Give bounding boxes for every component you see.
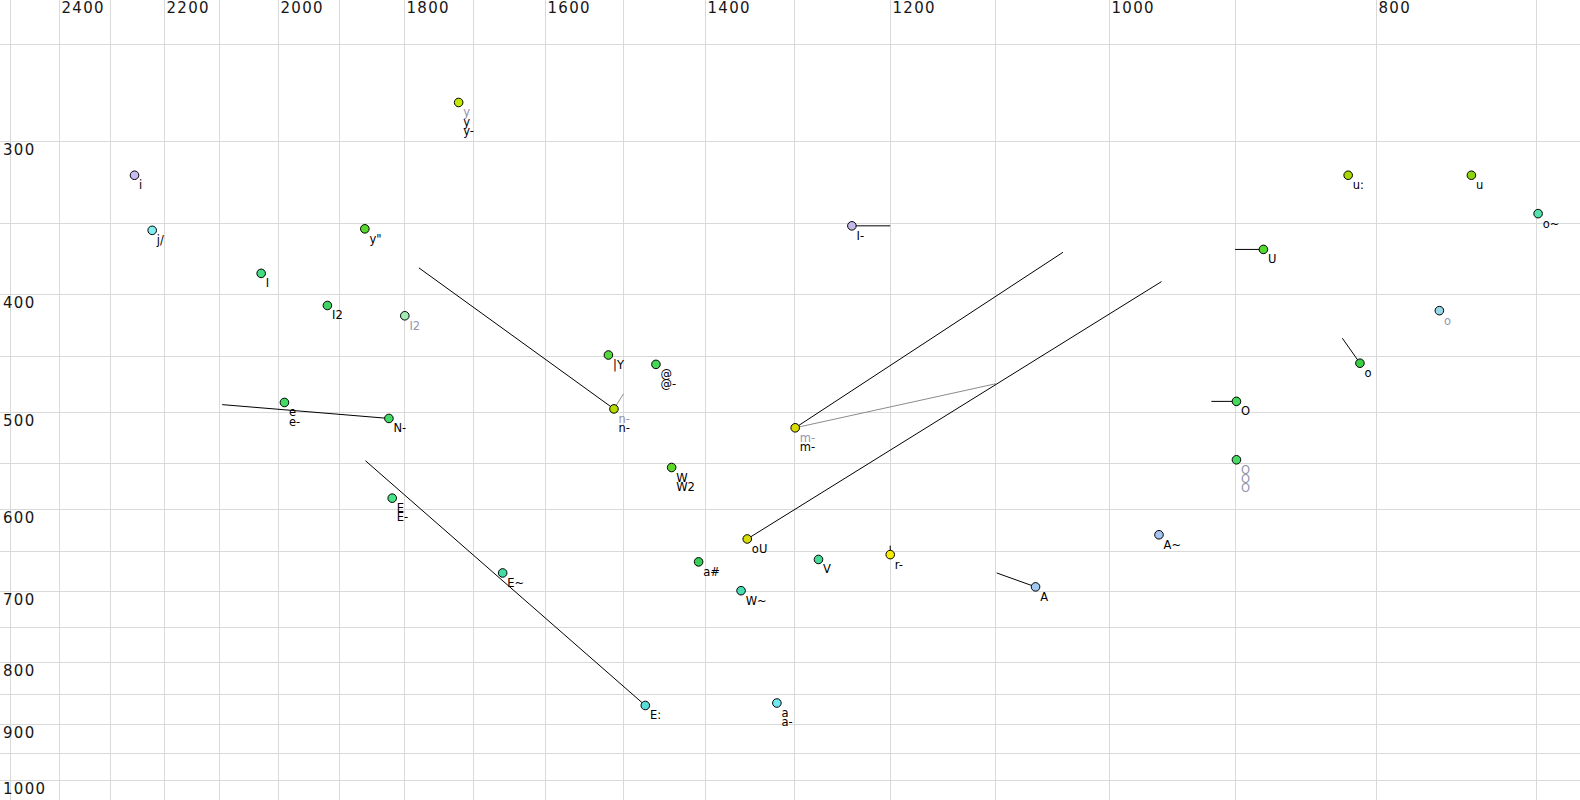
- point-labels: yyy-ij/y"II2I2I-ee-N-|Y@@-n-n-EE-E~E:WW2…: [139, 105, 1559, 729]
- data-point-r-[interactable]: [886, 550, 895, 559]
- point-label: |Y: [613, 358, 625, 372]
- point-label: e-: [289, 415, 300, 429]
- point-label: u: [1476, 178, 1483, 192]
- point-label: n-: [619, 421, 630, 435]
- point-label: r-: [895, 558, 903, 572]
- data-points: [130, 98, 1542, 710]
- data-point-oU[interactable]: [743, 535, 752, 544]
- y-axis-tick-label: 400: [3, 294, 36, 312]
- point-label: N-: [394, 421, 407, 435]
- point-label: V: [823, 562, 831, 576]
- data-point-O[interactable]: [1232, 397, 1241, 406]
- trace-line: [795, 252, 1063, 428]
- x-axis-tick-label: 2200: [167, 0, 210, 17]
- point-label: o: [1365, 366, 1372, 380]
- data-point-E~[interactable]: [498, 569, 507, 578]
- x-axis-tick-label: 800: [1379, 0, 1412, 17]
- point-label: W~: [746, 594, 767, 608]
- point-label: O: [1241, 481, 1250, 495]
- trace-line: [365, 461, 645, 706]
- point-label: a#: [703, 565, 720, 579]
- y-axis-tick-label: 600: [3, 509, 36, 527]
- x-axis-tick-label: 1400: [708, 0, 751, 17]
- y-axis-tick-label: 700: [3, 591, 36, 609]
- point-label: I-: [856, 229, 864, 243]
- y-axis-tick-label: 900: [3, 724, 36, 742]
- data-point-n-[interactable]: [610, 405, 619, 414]
- point-label: oU: [752, 542, 767, 556]
- data-point-a[interactable]: [773, 699, 782, 708]
- data-point-O2[interactable]: [1232, 455, 1241, 464]
- point-label: y": [369, 232, 381, 246]
- data-point-A~[interactable]: [1155, 530, 1164, 539]
- data-point-N-[interactable]: [385, 414, 394, 423]
- trace-lines: [222, 226, 1360, 706]
- data-point-U[interactable]: [1259, 245, 1268, 254]
- point-label: A~: [1164, 538, 1182, 552]
- point-label: j/: [156, 233, 164, 247]
- data-point-a#[interactable]: [694, 558, 703, 567]
- trace-line: [419, 268, 614, 409]
- point-label: I2: [409, 319, 420, 333]
- data-point-V[interactable]: [814, 555, 823, 564]
- data-point-u[interactable]: [1467, 171, 1476, 180]
- point-label: E-: [397, 510, 408, 524]
- data-point-W~[interactable]: [737, 586, 746, 595]
- trace-line: [747, 282, 1161, 539]
- gridlines: [0, 0, 1580, 800]
- data-point-o~[interactable]: [1534, 209, 1543, 218]
- x-axis-tick-label: 1200: [893, 0, 936, 17]
- data-point-I2b[interactable]: [401, 311, 410, 320]
- data-point-I[interactable]: [257, 269, 266, 278]
- x-axis-tick-label: 2000: [281, 0, 324, 17]
- data-point-y[interactable]: [454, 98, 463, 107]
- y-axis-tick-label: 1000: [3, 780, 46, 798]
- data-point-m-[interactable]: [791, 423, 800, 432]
- formant-scatter-plot: 2400 2200 2000 1800 1600 1400 1200 1000 800 300 40…: [0, 0, 1580, 800]
- point-label: W2: [676, 480, 695, 494]
- point-label: E~: [507, 576, 524, 590]
- data-point-u:[interactable]: [1344, 171, 1353, 180]
- point-label: o~: [1543, 217, 1560, 231]
- x-axis-tick-label: 2400: [62, 0, 105, 17]
- data-point-E:[interactable]: [641, 701, 650, 710]
- data-point-|Y[interactable]: [604, 351, 613, 360]
- point-label: O: [1241, 404, 1250, 418]
- y-axis-tick-label: 800: [3, 662, 36, 680]
- point-label: I2: [332, 308, 343, 322]
- point-label: m-: [800, 440, 815, 454]
- data-point-y"[interactable]: [361, 225, 370, 234]
- point-label: E:: [650, 708, 661, 722]
- y-axis-tick-label: 500: [3, 412, 36, 430]
- data-point-I2[interactable]: [323, 301, 332, 310]
- data-point-E[interactable]: [388, 494, 397, 503]
- x-axis-tick-label: 1000: [1112, 0, 1155, 17]
- data-point-e[interactable]: [280, 398, 289, 407]
- point-label: U: [1268, 252, 1276, 266]
- point-label: @-: [661, 377, 677, 391]
- data-point-j/[interactable]: [148, 226, 157, 235]
- formant-chart: 2400 2200 2000 1800 1600 1400 1200 1000 800 300 40…: [0, 0, 1580, 800]
- x-axis-tick-label: 1600: [548, 0, 591, 17]
- y-axis-tick-label: 300: [3, 141, 36, 159]
- data-point-i[interactable]: [130, 171, 139, 180]
- point-label: u:: [1353, 178, 1364, 192]
- data-point-o[interactable]: [1356, 359, 1365, 368]
- point-label: o: [1444, 314, 1451, 328]
- data-point-W[interactable]: [667, 463, 676, 472]
- point-label: a-: [781, 715, 792, 729]
- trace-line: [222, 405, 389, 419]
- trace-line: [795, 384, 995, 428]
- x-axis-tick-label: 1800: [407, 0, 450, 17]
- point-label: y-: [463, 124, 474, 138]
- point-label: A: [1040, 590, 1048, 604]
- point-label: I: [266, 276, 269, 290]
- data-point-o2[interactable]: [1435, 306, 1444, 315]
- axis-tick-labels: 2400 2200 2000 1800 1600 1400 1200 1000 800 300 40…: [3, 0, 1411, 798]
- data-point-@[interactable]: [652, 360, 661, 369]
- data-point-I-[interactable]: [848, 222, 857, 231]
- trace-line: [997, 573, 1036, 587]
- data-point-A[interactable]: [1031, 583, 1040, 592]
- point-label: i: [139, 178, 142, 192]
